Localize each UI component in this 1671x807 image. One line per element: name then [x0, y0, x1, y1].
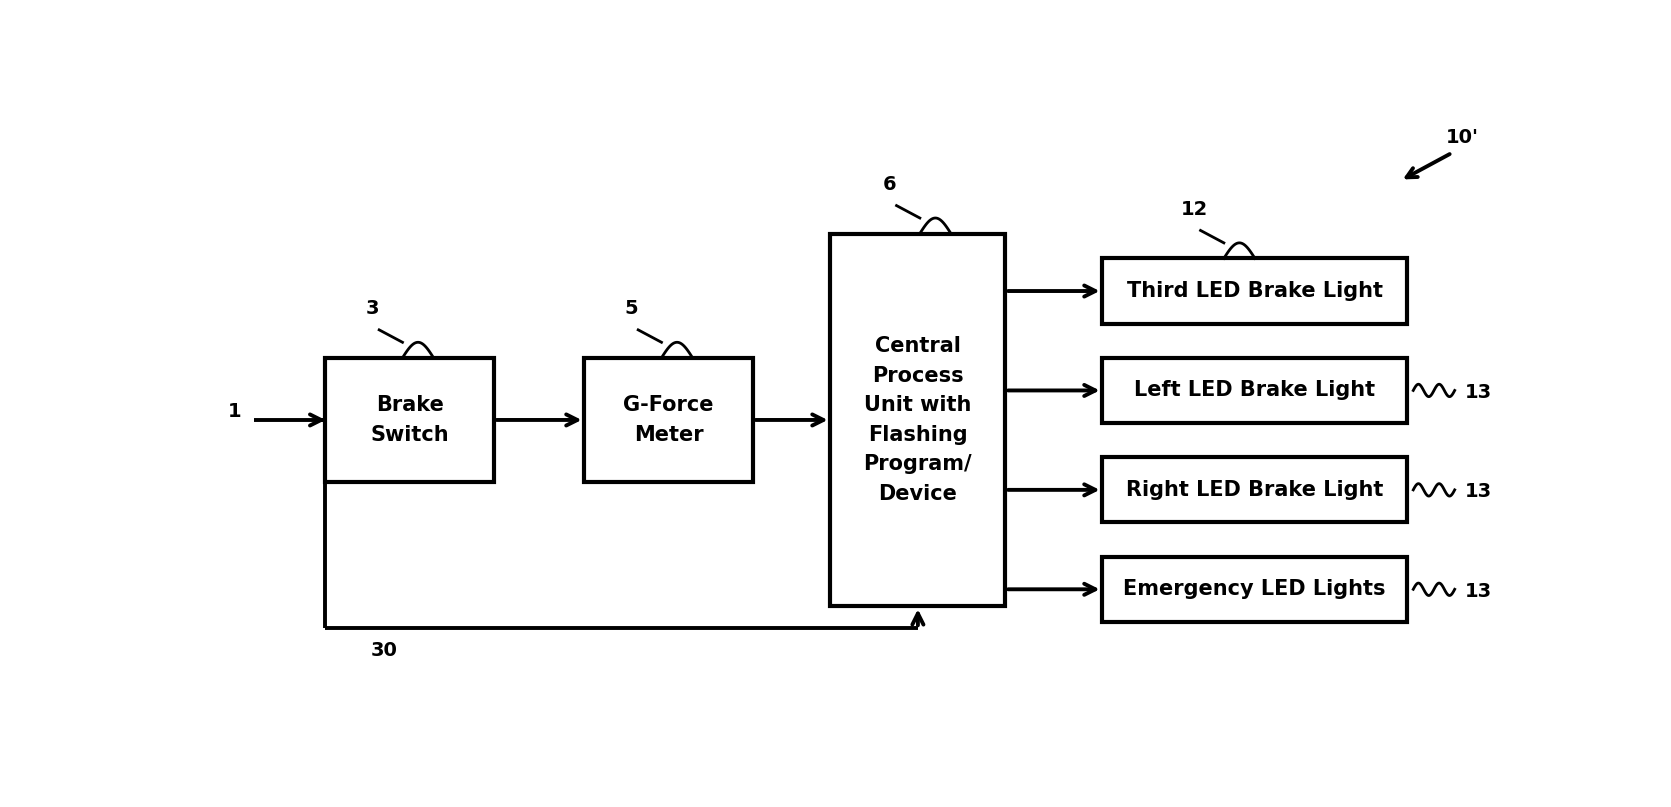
Bar: [1103, 458, 1407, 522]
Text: Central
Process
Unit with
Flashing
Program/
Device: Central Process Unit with Flashing Progr…: [864, 336, 973, 504]
Bar: [585, 358, 752, 482]
Bar: [1103, 258, 1407, 324]
Text: 13: 13: [1465, 383, 1492, 402]
Text: 5: 5: [625, 299, 638, 318]
Text: 10': 10': [1445, 128, 1479, 148]
Text: 12: 12: [1180, 200, 1208, 219]
Text: 13: 13: [1465, 582, 1492, 600]
Bar: [1103, 358, 1407, 423]
Text: G-Force
Meter: G-Force Meter: [623, 395, 714, 445]
Text: 6: 6: [884, 175, 897, 194]
Bar: [1103, 557, 1407, 622]
Text: 3: 3: [366, 299, 379, 318]
Text: 30: 30: [371, 641, 398, 660]
Text: 13: 13: [1465, 483, 1492, 501]
Text: Emergency LED Lights: Emergency LED Lights: [1123, 579, 1385, 600]
Text: Left LED Brake Light: Left LED Brake Light: [1135, 380, 1375, 400]
Text: Third LED Brake Light: Third LED Brake Light: [1126, 281, 1382, 301]
Text: 1: 1: [227, 402, 242, 421]
Text: Right LED Brake Light: Right LED Brake Light: [1126, 480, 1384, 500]
Bar: [830, 233, 1006, 606]
Bar: [326, 358, 495, 482]
Text: Brake
Switch: Brake Switch: [371, 395, 449, 445]
